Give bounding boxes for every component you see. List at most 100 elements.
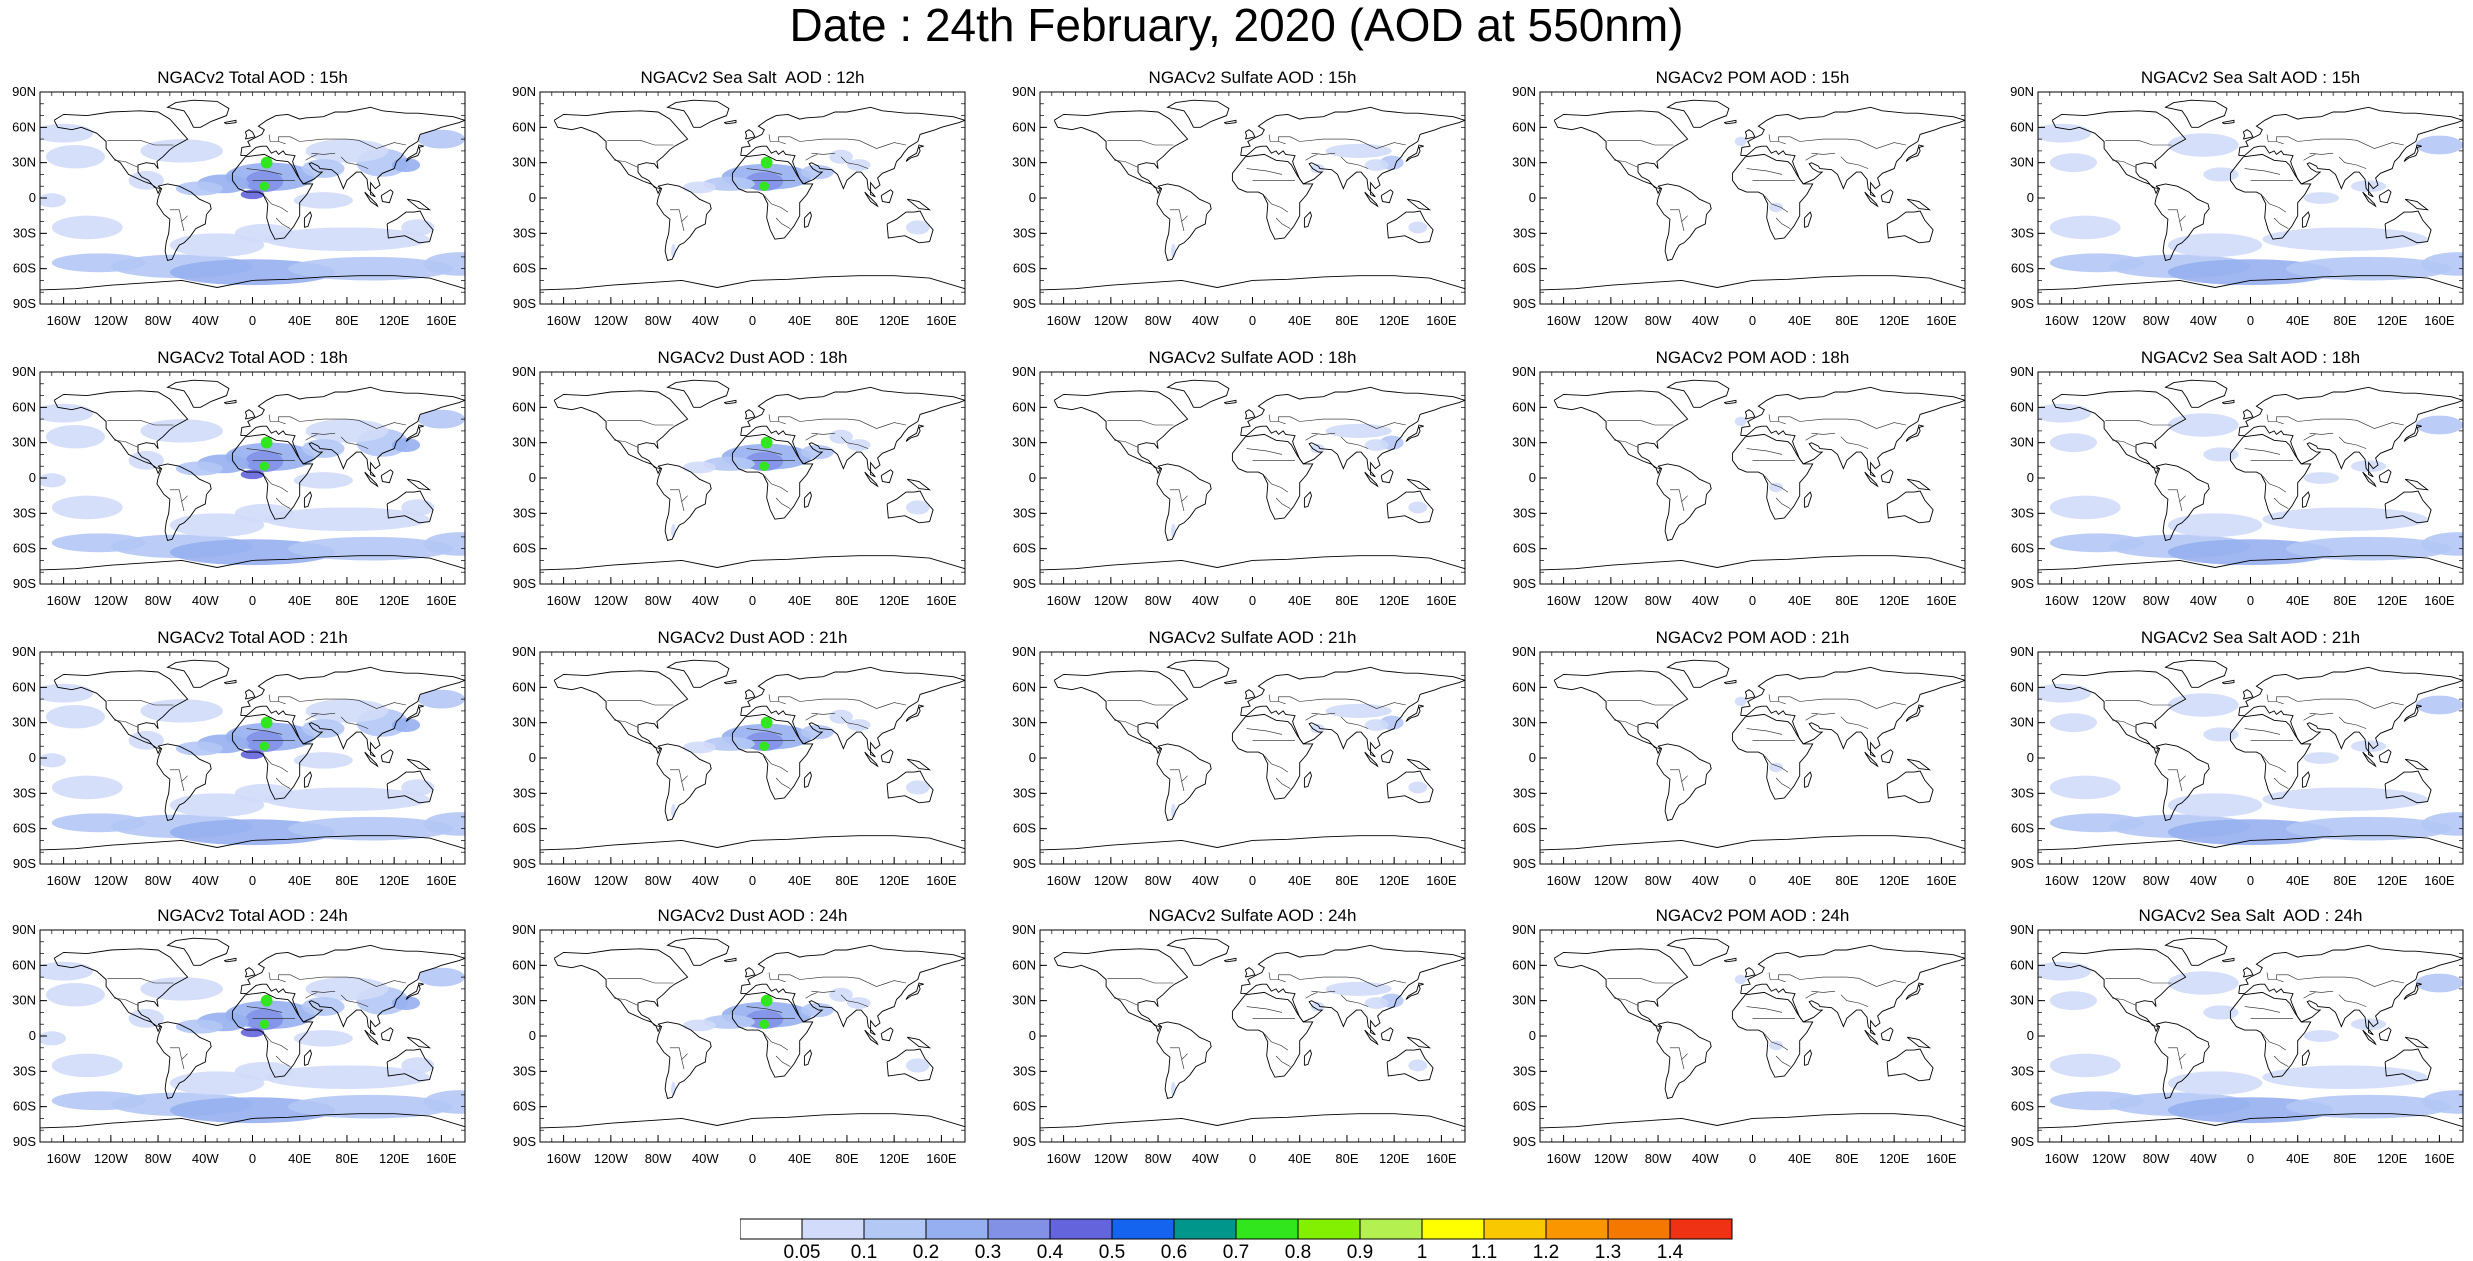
lat-tick-label: 90N	[2010, 922, 2034, 937]
coastline	[1731, 991, 1814, 1078]
lat-tick-label: 90S	[13, 1134, 36, 1149]
lat-tick-label: 30N	[512, 715, 536, 730]
lat-tick-label: 30N	[512, 435, 536, 450]
country-border	[1778, 696, 1800, 702]
aod-field	[905, 1058, 930, 1073]
country-border	[275, 497, 291, 509]
coastline	[166, 937, 230, 966]
coastline	[2242, 409, 2254, 420]
lon-tick-label: 40E	[1788, 593, 1811, 608]
lon-tick-label: 0	[249, 1151, 256, 1166]
coastline	[380, 189, 394, 204]
colorbar-label: 1	[1417, 1242, 1428, 1260]
lon-tick-label: 40W	[2190, 593, 2217, 608]
aod-field	[287, 1094, 454, 1119]
lon-tick-label: 120W	[594, 1151, 629, 1166]
coastline	[1723, 399, 1737, 405]
coastline	[1906, 198, 1932, 211]
lon-tick-label: 40E	[1788, 1151, 1811, 1166]
country-border	[1764, 755, 1789, 773]
lat-tick-label: 60N	[1512, 399, 1536, 414]
country-border	[2303, 992, 2316, 999]
country-border	[1669, 209, 1682, 222]
country-border	[1278, 136, 1300, 142]
aod-field	[1734, 136, 1747, 147]
aod-field	[175, 181, 223, 196]
aod-field	[259, 1019, 270, 1029]
coastline	[166, 99, 230, 128]
country-border	[1681, 215, 1688, 232]
lat-tick-label: 90S	[2011, 1134, 2034, 1149]
lon-tick-label: 40W	[192, 593, 219, 608]
country-border	[2179, 495, 2186, 512]
map-panel: NGACv2 Total AOD : 24h 90N 60N 30N 0 30S 60S 90…	[2, 900, 475, 1172]
aod-field	[40, 193, 66, 208]
country-border	[278, 136, 300, 142]
coastline	[656, 743, 712, 821]
country-border	[1311, 990, 1336, 993]
country-border	[246, 728, 283, 735]
lat-tick-label: 90S	[13, 856, 36, 871]
country-border	[1268, 694, 1286, 705]
panel-title: NGACv2 Sea Salt AOD : 12h	[640, 68, 865, 87]
lon-tick-label: 80W	[2143, 873, 2170, 888]
aod-field	[2049, 253, 2145, 273]
country-border	[1614, 160, 1639, 168]
lon-tick-label: 0	[249, 593, 256, 608]
coastline	[1666, 99, 1730, 128]
lon-tick-label: 120W	[1594, 1151, 1629, 1166]
map-panel: NGACv2 POM AOD : 18h 90N 60N 30N 0 30S 60S 90S 1…	[1502, 342, 1975, 614]
lat-tick-label: 60N	[1012, 679, 1036, 694]
country-border	[2262, 475, 2287, 493]
country-border	[1799, 138, 1907, 149]
lon-tick-label: 80W	[2143, 1151, 2170, 1166]
lon-tick-label: 40E	[2286, 593, 2309, 608]
map-panel: NGACv2 Sea Salt AOD : 18h 90N 60N 30N 0 30S 60…	[2000, 342, 2473, 614]
country-border	[764, 1033, 789, 1051]
coastline	[1406, 198, 1432, 211]
coastline	[231, 713, 314, 800]
lat-tick-label: 60N	[12, 957, 36, 972]
coastline	[880, 749, 894, 764]
aod-field	[1408, 1059, 1428, 1072]
country-border	[2303, 714, 2316, 721]
lon-tick-label: 40W	[2190, 873, 2217, 888]
lon-tick-label: 160W	[2045, 873, 2080, 888]
country-border	[2309, 990, 2334, 993]
lon-tick-label: 0	[2247, 593, 2254, 608]
country-border	[2167, 489, 2180, 502]
country-border	[1811, 712, 1836, 715]
country-border	[114, 720, 139, 728]
lon-tick-label: 120W	[1594, 313, 1629, 328]
lon-tick-label: 120E	[1379, 1151, 1410, 1166]
country-border	[278, 974, 300, 980]
aod-field	[2049, 775, 2121, 800]
lon-tick-label: 120E	[879, 1151, 910, 1166]
lon-tick-label: 160W	[547, 1151, 582, 1166]
coastline	[740, 386, 965, 478]
country-border	[778, 974, 800, 980]
coastline	[386, 210, 434, 244]
aod-field	[800, 725, 834, 740]
lon-tick-label: 80E	[2333, 593, 2356, 608]
coastline	[803, 771, 812, 788]
country-border	[264, 195, 289, 213]
country-border	[1340, 994, 1369, 1007]
coastline	[405, 704, 424, 722]
lat-tick-label: 30S	[1013, 1063, 1036, 1078]
lat-tick-label: 30S	[13, 1063, 36, 1078]
world-map: 90N 60N 30N 0 30S 60S 90S 160W 120W 80W 40W 0 40E 80E…	[512, 922, 966, 1166]
country-border	[1775, 217, 1791, 229]
aod-field	[51, 253, 147, 273]
aod-field	[245, 730, 284, 753]
aod-field	[682, 741, 716, 754]
coastline	[1406, 758, 1432, 771]
lat-tick-label: 30S	[2011, 1063, 2034, 1078]
lon-tick-label: 80W	[1645, 1151, 1672, 1166]
country-border	[1768, 134, 1786, 145]
country-border	[2266, 134, 2284, 145]
coastline	[1886, 770, 1934, 804]
coastline	[244, 409, 256, 420]
lon-tick-label: 160E	[926, 1151, 957, 1166]
country-border	[1775, 777, 1791, 789]
